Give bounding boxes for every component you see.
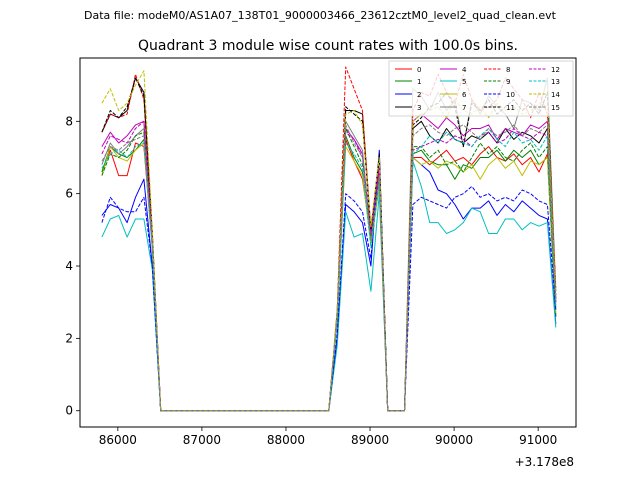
legend-label-12: 12 [551, 66, 560, 74]
x-tick-label: 91000 [519, 433, 557, 447]
legend-label-11: 11 [506, 104, 515, 112]
data-file-caption: Data file: modeM0/AS1A07_138T01_90000034… [84, 9, 557, 22]
plot-frame [79, 57, 577, 428]
x-tick-label: 90000 [435, 433, 473, 447]
chart-title: Quadrant 3 module wise count rates with … [138, 38, 518, 54]
series-line-9 [101, 128, 557, 412]
x-axis: 86000 87000 88000 89000 90000 91000 [99, 427, 557, 447]
y-axis: 0 2 4 6 8 [65, 114, 80, 418]
x-offset-label: +3.178e8 [515, 455, 574, 469]
x-tick-label: 89000 [351, 433, 389, 447]
legend-label-5: 5 [462, 78, 466, 86]
legend-label-13: 13 [551, 78, 560, 86]
legend-label-2: 2 [417, 91, 421, 99]
legend-label-10: 10 [506, 91, 515, 99]
series-line-10 [101, 157, 557, 412]
legend-label-14: 14 [551, 91, 560, 99]
y-tick-label: 8 [65, 114, 73, 128]
legend-label-1: 1 [417, 78, 421, 86]
series-line-13 [101, 128, 557, 412]
y-tick-label: 4 [65, 259, 73, 273]
legend-label-8: 8 [506, 66, 510, 74]
series-line-12 [101, 120, 557, 412]
series-line-8 [101, 66, 557, 412]
series-line-0 [101, 138, 557, 412]
legend-label-15: 15 [551, 104, 560, 112]
series-line-6 [101, 142, 557, 412]
series-line-4 [101, 113, 557, 412]
y-tick-label: 6 [65, 187, 73, 201]
series-line-15 [101, 124, 557, 412]
legend-label-4: 4 [462, 66, 467, 74]
series-line-1 [101, 135, 557, 412]
y-tick-label: 0 [65, 404, 73, 418]
x-tick-label: 88000 [267, 433, 305, 447]
legend-label-7: 7 [462, 104, 466, 112]
y-tick-label: 2 [65, 331, 73, 345]
plot-series [101, 66, 557, 412]
legend-label-6: 6 [462, 91, 467, 99]
legend-frame [388, 60, 574, 117]
legend-label-9: 9 [506, 78, 510, 86]
series-line-14 [101, 70, 557, 412]
legend-label-0: 0 [417, 66, 421, 74]
series-line-2 [101, 149, 557, 412]
series-line-3 [101, 77, 557, 412]
x-tick-label: 87000 [183, 433, 221, 447]
series-line-11 [101, 77, 557, 412]
legend-label-3: 3 [417, 104, 421, 112]
x-tick-label: 86000 [99, 433, 137, 447]
series-line-5 [101, 160, 557, 412]
series-line-7 [101, 77, 557, 412]
